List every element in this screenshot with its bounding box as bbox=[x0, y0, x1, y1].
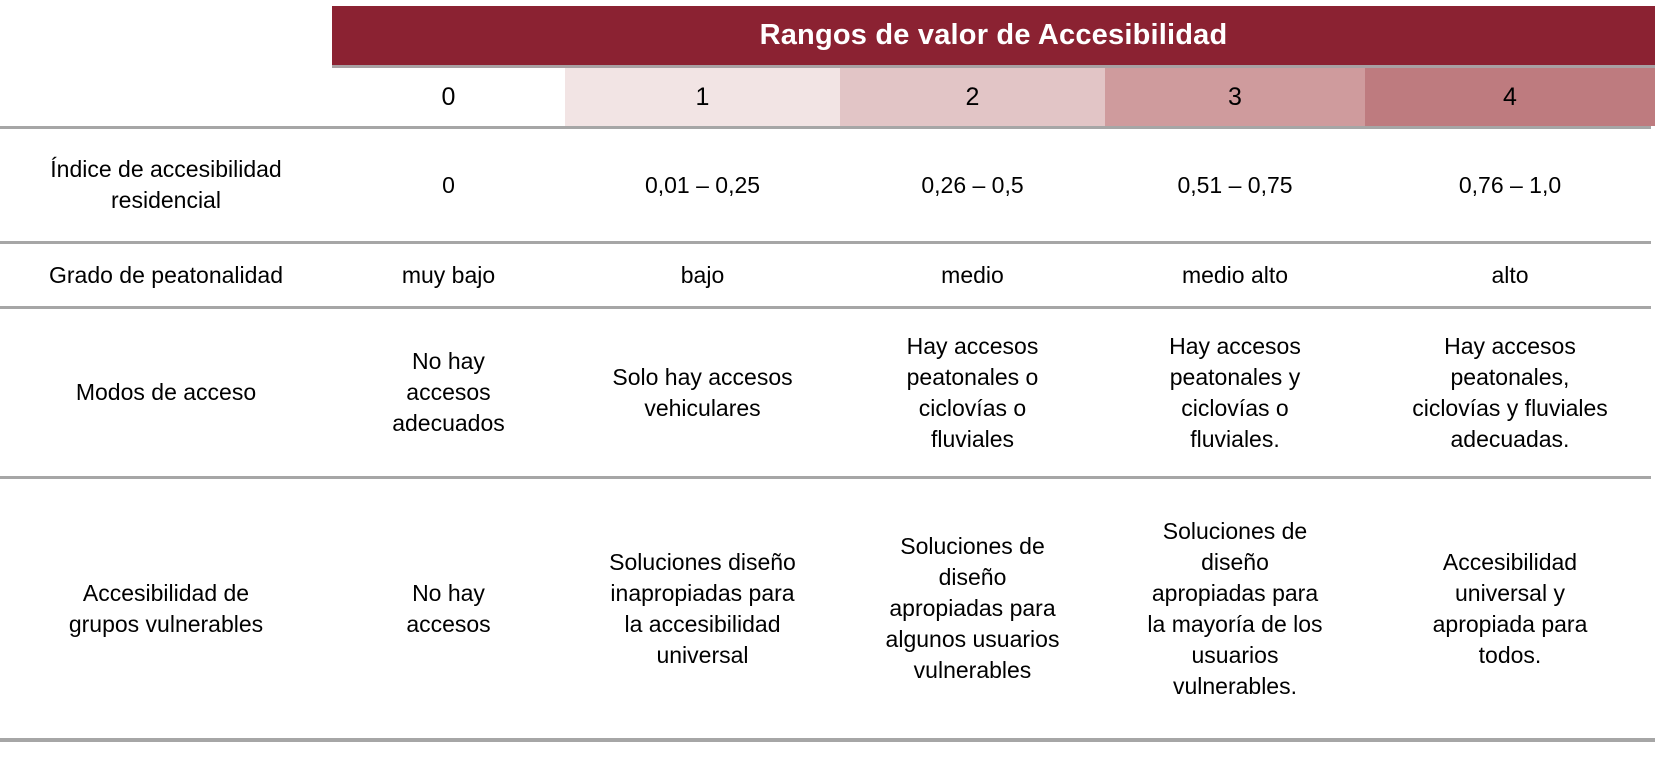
table-title: Rangos de valor de Accesibilidad bbox=[332, 6, 1655, 65]
table-cell: bajo bbox=[680, 261, 725, 288]
table-cell: Hay accesos peatonales y ciclovías o flu… bbox=[1169, 332, 1301, 452]
table-row-grado: Grado de peatonalidad muy bajo bajo medi… bbox=[0, 241, 1651, 306]
table-cell: medio alto bbox=[1181, 261, 1289, 288]
column-header-row: 0 1 2 3 4 bbox=[0, 65, 1655, 126]
column-header-0: 0 bbox=[332, 65, 565, 126]
column-header-spacer bbox=[0, 65, 332, 126]
table-row-vulnerables: Accesibilidad de grupos vulnerables No h… bbox=[0, 476, 1651, 738]
table-cell: alto bbox=[1491, 261, 1529, 288]
column-header-3: 3 bbox=[1105, 65, 1365, 126]
table-cell: muy bajo bbox=[401, 261, 496, 288]
table-cell: Solo hay accesos vehiculares bbox=[612, 363, 793, 421]
table-row-indice: Índice de accesibilidad residencial 0 0,… bbox=[0, 126, 1651, 241]
table-cell: 0,51 – 0,75 bbox=[1177, 171, 1293, 198]
row-label: Grado de peatonalidad bbox=[48, 261, 284, 288]
table-cell: Hay accesos peatonales o ciclovías o flu… bbox=[906, 332, 1039, 452]
table-cell: Accesibilidad universal y apropiada para… bbox=[1432, 548, 1588, 668]
banner-left-spacer bbox=[0, 6, 332, 65]
banner-row: Rangos de valor de Accesibilidad bbox=[0, 6, 1655, 65]
table-cell: Hay accesos peatonales, ciclovías y fluv… bbox=[1412, 332, 1608, 452]
column-header-2: 2 bbox=[840, 65, 1105, 126]
row-label: Accesibilidad de grupos vulnerables bbox=[68, 579, 264, 637]
table-cell: 0 bbox=[442, 171, 455, 198]
table-cell: No hay accesos adecuados bbox=[392, 348, 505, 436]
table-cell: Soluciones de diseño apropiadas para alg… bbox=[885, 533, 1060, 683]
table-cell: Soluciones de diseño apropiadas para la … bbox=[1147, 517, 1323, 699]
column-header-4: 4 bbox=[1365, 65, 1655, 126]
table-cell: 0,26 – 0,5 bbox=[921, 171, 1024, 198]
row-label: Modos de acceso bbox=[75, 379, 257, 405]
table-cell: 0,01 – 0,25 bbox=[644, 171, 761, 198]
table-cell: No hay accesos bbox=[406, 579, 491, 637]
table-bottom-rule bbox=[0, 738, 1655, 742]
table-row-modos: Modos de acceso No hay accesos adecuados… bbox=[0, 306, 1651, 476]
accessibility-ranges-table: Rangos de valor de Accesibilidad 0 1 2 3… bbox=[0, 6, 1655, 742]
table-cell: medio bbox=[941, 261, 1004, 288]
column-header-1: 1 bbox=[565, 65, 840, 126]
row-label: Índice de accesibilidad residencial bbox=[50, 156, 282, 213]
table-cell: Soluciones diseño inapropiadas para la a… bbox=[609, 548, 796, 668]
table-cell: 0,76 – 1,0 bbox=[1458, 171, 1562, 198]
